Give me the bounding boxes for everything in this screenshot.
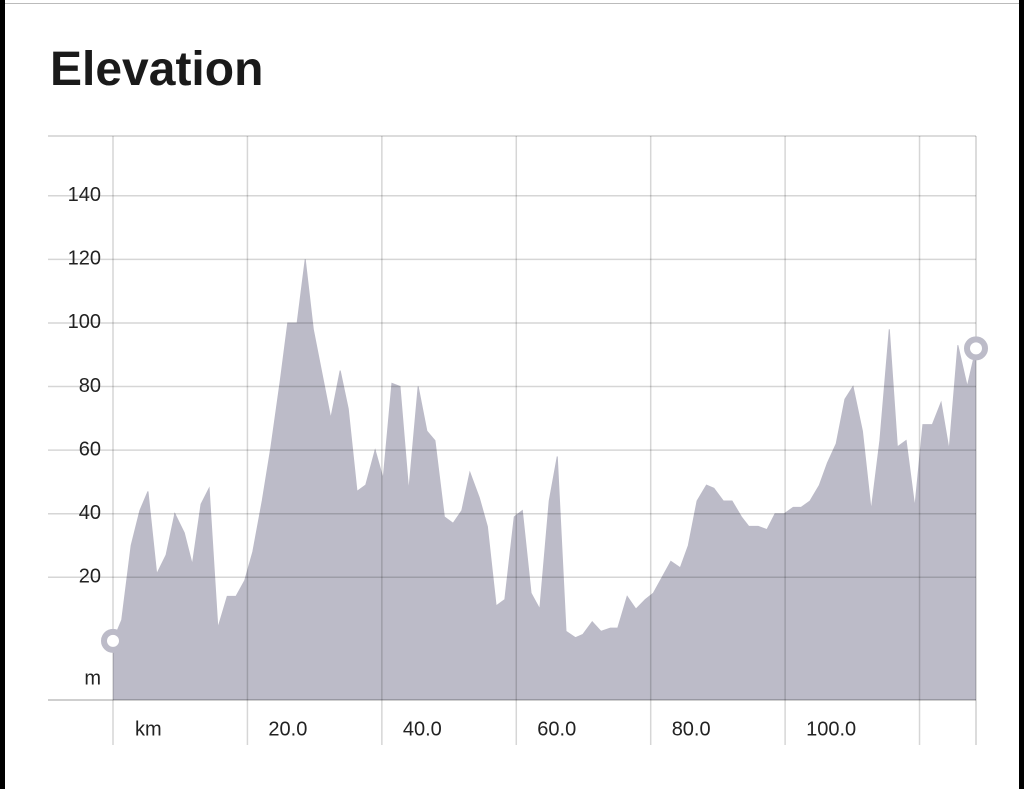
area-fill — [113, 259, 976, 700]
x-tick-label: 40.0 — [403, 718, 442, 740]
y-unit-label: m — [84, 667, 101, 689]
endpoint-marker — [101, 628, 125, 653]
y-tick-label: 120 — [68, 248, 101, 270]
x-tick-label: 80.0 — [672, 718, 711, 740]
x-tick-label: 100.0 — [806, 718, 856, 740]
top-divider — [5, 3, 1019, 4]
y-tick-label: 80 — [79, 375, 101, 397]
x-tick-label: 20.0 — [268, 718, 307, 740]
x-unit-label: km — [135, 718, 162, 740]
endpoint-marker — [964, 336, 988, 361]
y-tick-label: 20 — [79, 566, 101, 588]
y-tick-label: 100 — [68, 311, 101, 333]
right-edge — [1019, 0, 1024, 789]
left-edge — [0, 0, 5, 789]
elevation-line — [112, 259, 977, 642]
y-tick-label: 40 — [79, 502, 101, 524]
chart-title: Elevation — [50, 43, 263, 96]
x-tick-label: 60.0 — [537, 718, 576, 740]
y-tick-label: 140 — [68, 184, 101, 206]
y-tick-label: 60 — [79, 438, 101, 460]
